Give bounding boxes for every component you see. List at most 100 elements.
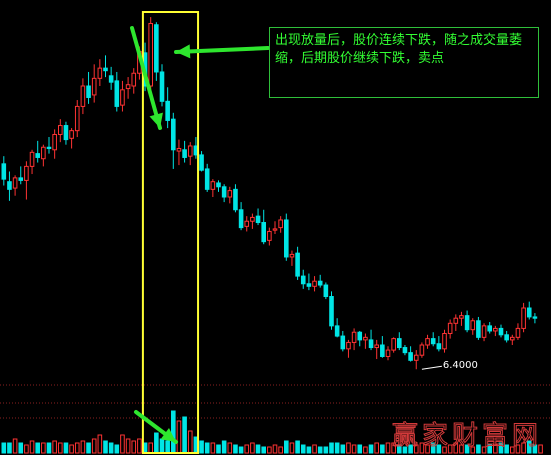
- candle-body: [526, 307, 532, 318]
- candle-body: [131, 72, 137, 87]
- candle-body: [306, 283, 312, 287]
- volume-bar: [250, 442, 255, 454]
- candle-body: [532, 316, 538, 319]
- candle-body: [476, 320, 481, 338]
- watermark: 赢家财富网: [392, 421, 542, 451]
- candle-body: [334, 325, 340, 337]
- candle-body: [385, 349, 391, 357]
- volume-bar: [210, 442, 216, 454]
- volume-bar: [159, 438, 165, 454]
- volume-bar: [447, 444, 453, 454]
- candle-body: [493, 327, 498, 332]
- volume-series: [1, 410, 543, 454]
- candle-body: [221, 186, 227, 198]
- volume-bar: [1, 442, 7, 454]
- candle-body: [233, 188, 238, 211]
- candle-body: [182, 149, 187, 158]
- volume-bar: [459, 444, 464, 454]
- candle-body: [498, 327, 504, 336]
- volume-bar: [346, 442, 351, 454]
- candle-body: [210, 181, 216, 190]
- volume-bar: [532, 444, 538, 454]
- volume-bar: [18, 442, 24, 454]
- reference-lines: [0, 384, 551, 419]
- volume-bar: [334, 442, 340, 454]
- volume-bar: [306, 446, 312, 454]
- volume-bar: [267, 446, 272, 454]
- volume-bar: [340, 444, 346, 454]
- candle-body: [329, 296, 334, 327]
- candle-body: [442, 333, 447, 350]
- volume-bar: [7, 442, 12, 454]
- volume-bar: [261, 446, 266, 454]
- candle-body: [402, 347, 408, 354]
- volume-bar: [312, 444, 317, 454]
- candle-body: [24, 165, 29, 181]
- candle-body: [148, 22, 153, 87]
- arrow-head: [176, 44, 191, 59]
- volume-bar: [63, 442, 69, 454]
- candle-body: [289, 253, 295, 258]
- volume-bar: [74, 442, 80, 454]
- volume-bar: [425, 444, 430, 454]
- volume-bar: [493, 444, 498, 454]
- candle-body: [515, 327, 521, 338]
- low-price-label: 6.4000: [443, 360, 478, 371]
- candle-body: [120, 89, 125, 106]
- volume-bar: [221, 440, 227, 454]
- volume-bar: [148, 442, 153, 454]
- volume-bar: [272, 444, 278, 454]
- candle-body: [159, 71, 165, 102]
- arrow-shaft: [174, 46, 270, 54]
- candle-body: [374, 344, 379, 349]
- volume-bar: [391, 442, 396, 454]
- volume-bar: [351, 444, 357, 454]
- volume-bar: [442, 446, 447, 454]
- candle-body: [425, 338, 430, 346]
- volume-bar: [165, 440, 170, 454]
- candle-body: [380, 344, 385, 357]
- candle-body: [74, 105, 80, 132]
- candle-body: [255, 215, 261, 224]
- volume-bar: [91, 438, 97, 454]
- candle-body: [363, 336, 368, 341]
- volume-bar: [97, 434, 103, 454]
- candle-body: [459, 315, 464, 319]
- arrow-shaft: [130, 26, 162, 130]
- candle-body: [317, 280, 323, 286]
- candle-body: [397, 338, 402, 349]
- candle-body: [323, 284, 329, 298]
- candle-body: [69, 130, 74, 139]
- volume-bar: [103, 440, 108, 454]
- candle-body: [436, 343, 442, 350]
- volume-bar: [476, 444, 481, 454]
- low-price-leader-line: [421, 365, 442, 370]
- volume-bar: [329, 442, 334, 454]
- volume-bar: [131, 440, 137, 454]
- candle-body: [267, 230, 272, 241]
- volume-bar: [69, 444, 74, 454]
- volume-bar: [120, 434, 125, 454]
- volume-bar: [278, 446, 283, 454]
- volume-bar: [317, 446, 323, 454]
- candle-body: [408, 352, 413, 361]
- volume-bar: [487, 444, 492, 454]
- candle-body: [510, 336, 515, 341]
- volume-bar: [481, 446, 487, 454]
- candle-body: [97, 67, 103, 79]
- candle-body: [52, 133, 57, 151]
- volume-bar: [255, 444, 261, 454]
- candle-body: [357, 331, 363, 341]
- volume-bar: [52, 440, 57, 454]
- candle-body: [114, 80, 120, 107]
- volume-bar: [470, 446, 476, 454]
- volume-bar: [80, 440, 86, 454]
- candle-body: [453, 317, 459, 324]
- candle-body: [86, 85, 91, 98]
- candle-body: [295, 252, 300, 277]
- candle-body: [300, 275, 306, 285]
- volume-bar: [176, 420, 182, 454]
- volume-bar: [137, 438, 142, 454]
- volume-bar: [515, 444, 521, 454]
- volume-bar: [154, 432, 159, 454]
